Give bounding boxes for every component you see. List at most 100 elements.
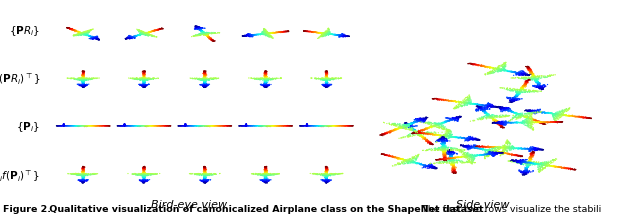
Point: [510, 112, 520, 115]
Point: [513, 154, 523, 157]
Point: [494, 121, 504, 125]
Point: [476, 106, 486, 109]
Point: [532, 84, 543, 88]
Point: [538, 163, 548, 166]
Point: [505, 147, 515, 151]
Point: [457, 161, 467, 165]
Point: [581, 116, 591, 119]
Point: [269, 124, 280, 128]
Point: [312, 31, 323, 35]
Point: [555, 120, 565, 124]
Point: [321, 174, 332, 178]
Point: [90, 36, 100, 40]
Point: [78, 81, 88, 85]
Point: [431, 148, 441, 151]
Point: [132, 125, 143, 128]
Point: [516, 161, 527, 164]
Point: [238, 34, 248, 38]
Point: [525, 161, 536, 164]
Point: [508, 147, 518, 150]
Point: [428, 165, 438, 169]
Point: [440, 134, 451, 138]
Point: [200, 81, 210, 84]
Point: [88, 36, 99, 39]
Point: [437, 138, 447, 141]
Point: [527, 108, 538, 112]
Point: [325, 78, 335, 81]
Point: [483, 114, 493, 118]
Point: [325, 125, 335, 128]
Point: [534, 81, 545, 85]
Point: [161, 124, 172, 128]
Point: [157, 26, 168, 30]
Point: [79, 77, 89, 80]
Point: [523, 162, 533, 166]
Point: [77, 72, 88, 76]
Point: [78, 177, 88, 181]
Point: [505, 109, 515, 112]
Point: [198, 174, 209, 178]
Point: [449, 156, 460, 159]
Point: [459, 104, 469, 107]
Point: [488, 117, 499, 121]
Point: [211, 77, 221, 80]
Point: [475, 154, 485, 157]
Point: [222, 124, 232, 128]
Point: [321, 166, 331, 170]
Point: [398, 158, 408, 162]
Point: [516, 88, 526, 92]
Point: [438, 158, 449, 161]
Point: [59, 124, 69, 128]
Point: [85, 172, 95, 176]
Point: [485, 150, 495, 154]
Point: [200, 78, 210, 82]
Point: [138, 82, 148, 85]
Point: [472, 144, 483, 148]
Point: [548, 158, 558, 161]
Point: [412, 132, 422, 136]
Point: [456, 136, 466, 139]
Point: [260, 173, 270, 176]
Point: [74, 124, 84, 128]
Point: [463, 155, 474, 158]
Point: [534, 84, 544, 88]
Point: [147, 34, 157, 37]
Point: [59, 124, 69, 127]
Point: [460, 145, 470, 148]
Point: [271, 77, 282, 80]
Point: [262, 179, 272, 183]
Point: [403, 161, 413, 164]
Point: [401, 159, 412, 163]
Point: [136, 29, 147, 33]
Point: [440, 146, 450, 150]
Point: [548, 114, 559, 118]
Point: [396, 123, 406, 127]
Point: [141, 174, 152, 177]
Point: [199, 177, 209, 181]
Point: [412, 154, 422, 158]
Point: [260, 169, 270, 172]
Point: [388, 128, 399, 132]
Point: [520, 168, 531, 171]
Point: [78, 83, 88, 86]
Point: [211, 172, 221, 176]
Point: [260, 82, 271, 86]
Point: [448, 135, 458, 139]
Point: [200, 78, 210, 82]
Point: [327, 124, 337, 128]
Point: [515, 155, 525, 158]
Point: [497, 125, 508, 128]
Point: [533, 147, 543, 151]
Point: [76, 79, 86, 82]
Point: [261, 165, 271, 168]
Point: [143, 33, 153, 36]
Point: [464, 101, 474, 105]
Point: [525, 156, 535, 160]
Point: [282, 124, 292, 128]
Point: [387, 123, 397, 126]
Point: [412, 154, 422, 158]
Point: [76, 31, 86, 34]
Point: [260, 84, 270, 87]
Point: [477, 115, 487, 119]
Point: [257, 78, 267, 81]
